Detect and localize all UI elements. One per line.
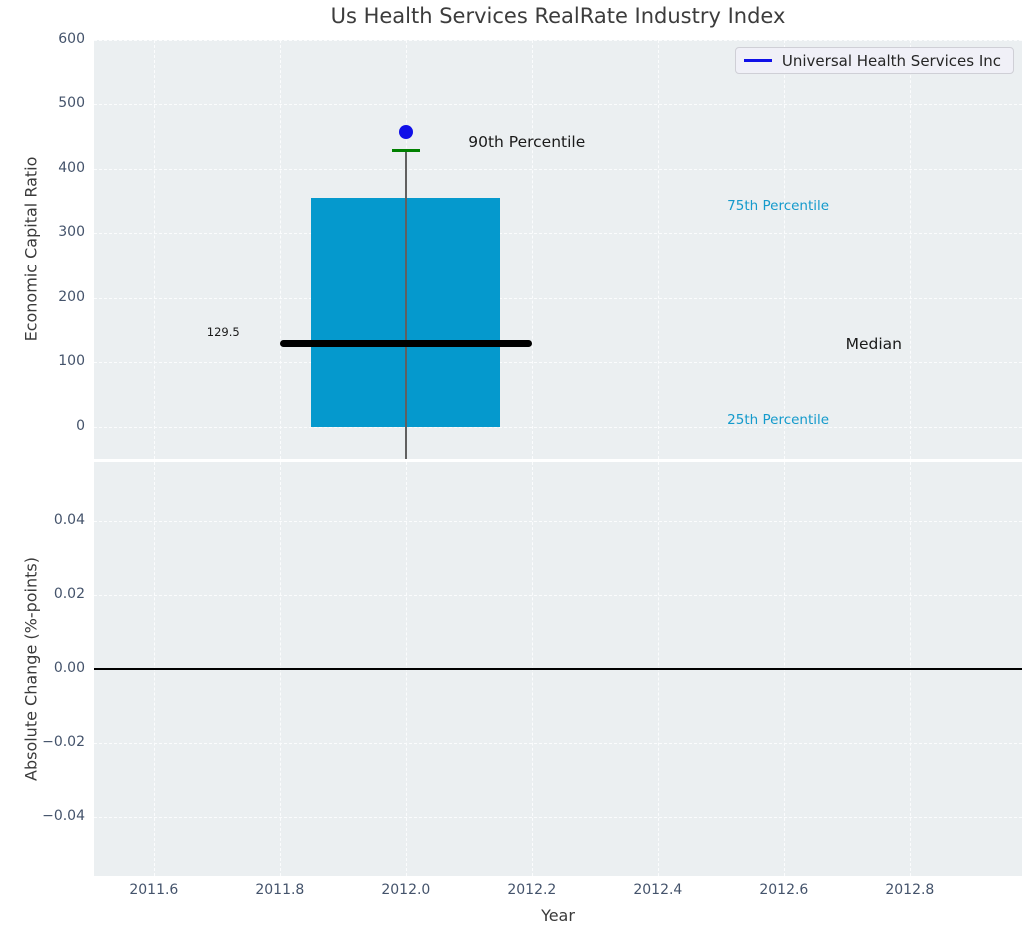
company-data-point xyxy=(398,124,413,139)
gridline-horizontal xyxy=(94,233,1022,235)
whisker-line xyxy=(405,150,407,459)
gridline-vertical xyxy=(153,40,155,459)
annotation-median-value: 129.5 xyxy=(206,325,240,339)
y-tick-label-top: 500 xyxy=(58,95,85,112)
gridline-horizontal xyxy=(94,362,1022,364)
zero-line xyxy=(94,668,1022,670)
y-tick-label-top: 300 xyxy=(58,224,85,241)
y-tick-label-top: 0 xyxy=(76,417,85,434)
gridline-horizontal xyxy=(94,594,1022,596)
y-tick-label-bottom: 0.04 xyxy=(53,511,85,528)
x-tick-label: 2012.6 xyxy=(759,882,809,898)
x-tick-label: 2011.8 xyxy=(255,882,305,898)
gridline-horizontal xyxy=(94,297,1022,299)
median-line xyxy=(279,339,532,347)
annotation-75th-percentile: 75th Percentile xyxy=(727,198,830,215)
y-tick-label-top: 200 xyxy=(58,288,85,305)
chart-title: Us Health Services RealRate Industry Ind… xyxy=(330,4,786,28)
ylabel-top: Economic Capital Ratio xyxy=(21,156,41,342)
y-tick-label-bottom: −0.02 xyxy=(42,734,85,751)
annotation-90th-percentile: 90th Percentile xyxy=(468,132,586,151)
gridline-vertical xyxy=(279,40,281,459)
gridline-horizontal xyxy=(94,104,1022,106)
p90-tick-mark xyxy=(391,149,420,153)
gridline-vertical xyxy=(783,40,785,459)
gridline-horizontal xyxy=(94,817,1022,819)
y-tick-label-top: 600 xyxy=(58,31,85,47)
annotation-median: Median xyxy=(845,335,902,354)
y-tick-label-top: 400 xyxy=(58,159,85,176)
gridline-horizontal xyxy=(94,743,1022,745)
legend-label: Universal Health Services Inc xyxy=(781,51,1001,70)
legend: Universal Health Services Inc xyxy=(734,47,1014,74)
x-tick-label: 2012.0 xyxy=(381,882,431,898)
x-tick-label: 2012.8 xyxy=(885,882,935,898)
xlabel: Year xyxy=(541,906,575,925)
gridline-vertical xyxy=(909,40,911,459)
y-tick-label-top: 100 xyxy=(58,353,85,370)
y-tick-label-bottom: 0.02 xyxy=(53,585,85,602)
x-tick-label: 2012.2 xyxy=(507,882,557,898)
gridline-horizontal xyxy=(94,426,1022,428)
gridline-vertical xyxy=(531,40,533,459)
axes-bottom xyxy=(94,462,1022,876)
x-tick-label: 2011.6 xyxy=(129,882,179,898)
gridline-horizontal xyxy=(94,520,1022,522)
x-tick-label: 2012.4 xyxy=(633,882,683,898)
y-tick-label-bottom: −0.04 xyxy=(42,808,85,825)
gridline-vertical xyxy=(657,40,659,459)
axes-top: Universal Health Services Inc 90th Perce… xyxy=(94,40,1022,459)
legend-line-sample xyxy=(743,59,772,62)
gridline-horizontal xyxy=(94,40,1022,41)
annotation-25th-percentile: 25th Percentile xyxy=(727,412,830,429)
y-tick-label-bottom: 0.00 xyxy=(53,660,85,676)
gridline-horizontal xyxy=(94,168,1022,170)
